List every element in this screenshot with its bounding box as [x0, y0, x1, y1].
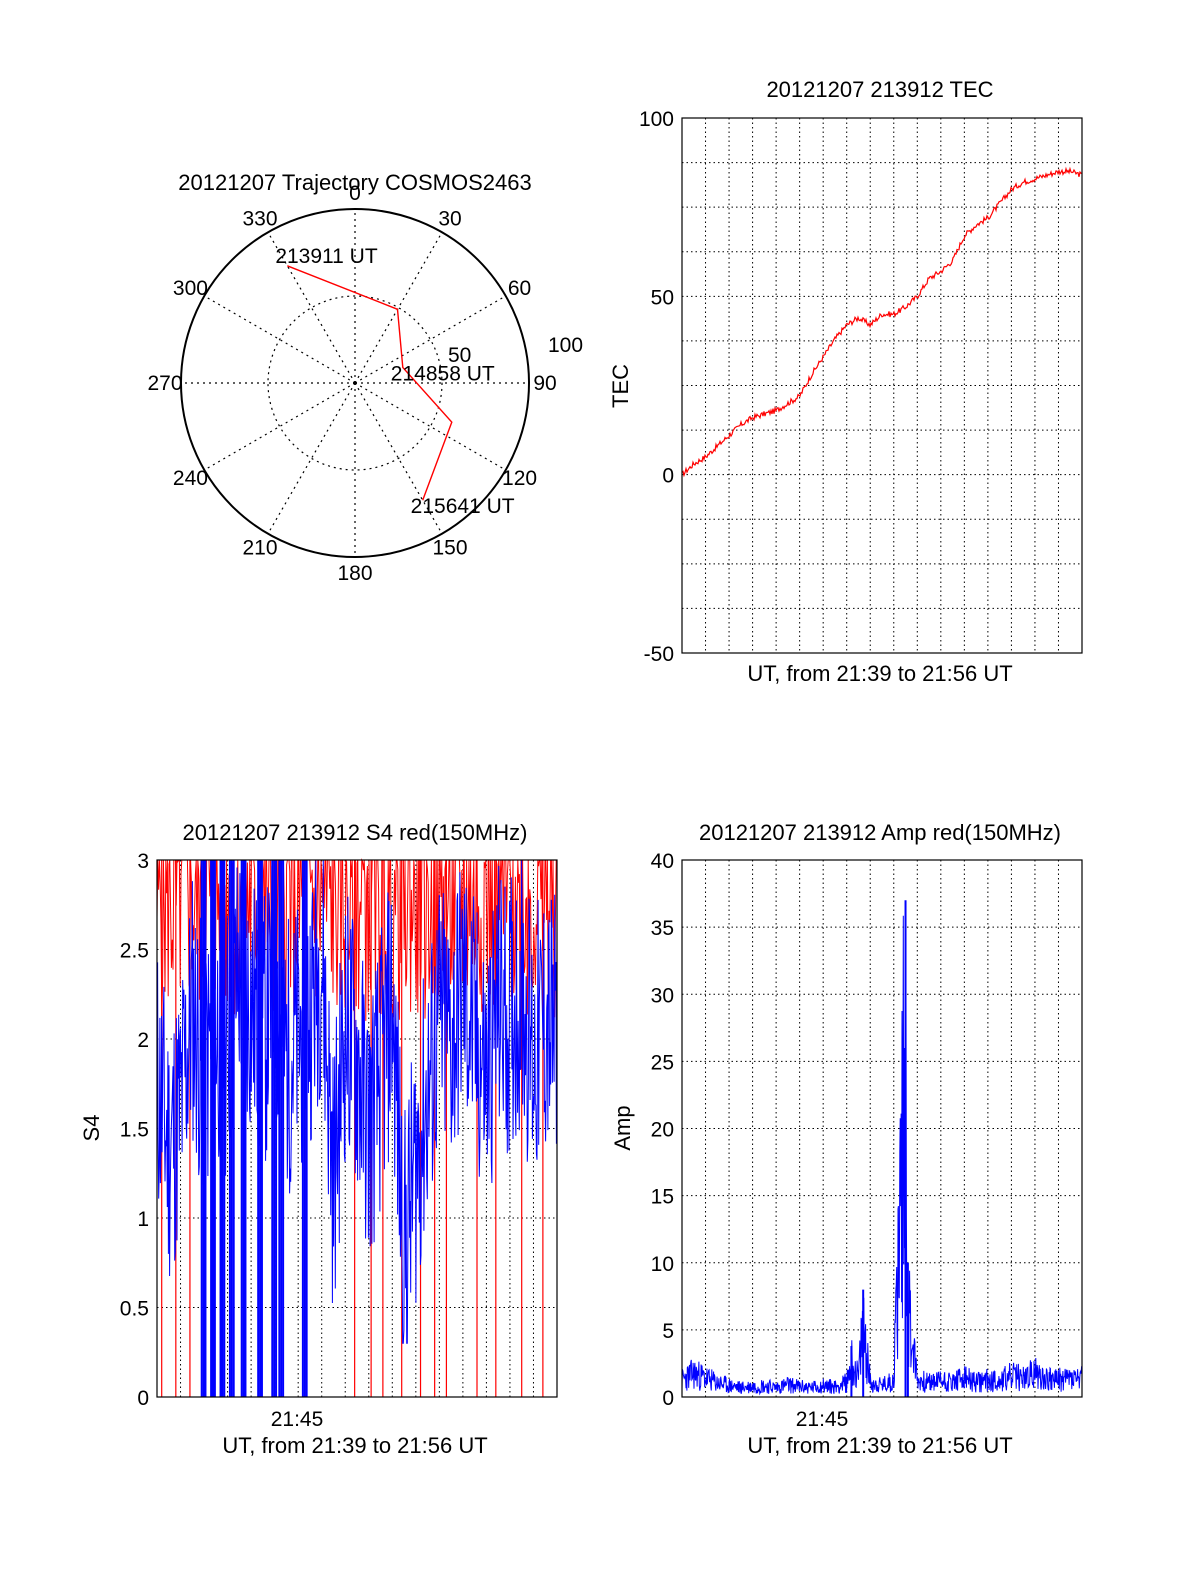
tec-axes-frame: [681, 117, 1083, 654]
polar-spoke-30: [354, 232, 443, 384]
polar-azimuth-label: 90: [533, 372, 556, 395]
amp-line: [681, 915, 1083, 1396]
tec-chart: 20121207 213912 TEC -50 0 50 100 TEC UT, fr…: [608, 77, 1083, 686]
amp-title: 20121207 213912 Amp red(150MHz): [699, 820, 1061, 845]
y-tick-label: -50: [644, 643, 674, 666]
polar-spoke-120: [354, 382, 506, 471]
s4-title: 20121207 213912 S4 red(150MHz): [183, 820, 528, 845]
y-tick-label: 1: [137, 1208, 149, 1231]
tec-series: [681, 166, 1083, 478]
polar-azimuth-label: 30: [438, 207, 461, 230]
tec-title: 20121207 213912 TEC: [766, 77, 993, 102]
y-tick-label: 35: [651, 917, 674, 940]
amp-series: [681, 900, 1083, 1397]
tec-y-axis-label: TEC: [608, 364, 633, 408]
s4-x-tick-2145: 21:45: [271, 1408, 324, 1431]
amp-y-tick-labels: 0 5 10 15 20 25 30 35 40: [651, 850, 674, 1410]
y-tick-label: 1.5: [120, 1119, 149, 1142]
polar-inner-circle: [267, 295, 443, 471]
tec-line: [681, 166, 1083, 478]
polar-spoke-150: [354, 382, 443, 534]
polar-azimuth-label: 0: [349, 182, 361, 205]
polar-spoke-300: [204, 295, 356, 384]
polar-title: 20121207 Trajectory COSMOS2463: [178, 170, 531, 195]
s4-x-axis-label: UT, from 21:39 to 21:56 UT: [222, 1433, 487, 1458]
polar-trajectory-line: [287, 265, 453, 501]
polar-outer-circle: [180, 208, 530, 558]
y-tick-label: 100: [639, 108, 674, 131]
polar-chart: 20121207 Trajectory COSMOS2463 0 30 60 90 12…: [147, 170, 583, 585]
polar-spoke-60: [354, 295, 506, 384]
polar-radial-tick-100: 100: [548, 334, 583, 357]
polar-azimuth-label: 60: [508, 277, 531, 300]
s4-y-axis-label: S4: [79, 1115, 104, 1142]
polar-point-label: 213911 UT: [275, 245, 378, 268]
amp-x-tick-2145: 21:45: [796, 1408, 849, 1431]
y-tick-label: 50: [651, 286, 674, 309]
polar-spoke-240: [204, 382, 356, 471]
amp-y-axis-label: Amp: [610, 1105, 635, 1150]
tec-grid: [682, 118, 1082, 653]
polar-azimuth-label: 240: [173, 467, 208, 490]
y-tick-label: 15: [651, 1186, 674, 1209]
polar-azimuth-label: 180: [337, 562, 372, 585]
polar-azimuth-label: 270: [147, 372, 182, 395]
polar-azimuth-label: 210: [242, 537, 277, 560]
polar-azimuth-label: 330: [242, 207, 277, 230]
y-tick-label: 2.5: [120, 940, 149, 963]
amp-x-axis-label: UT, from 21:39 to 21:56 UT: [747, 1433, 1012, 1458]
amp-axes-frame: [681, 859, 1083, 1398]
polar-grid: [180, 208, 530, 558]
polar-radial-tick-50: 50: [448, 344, 471, 367]
s4-series: [156, 858, 558, 1397]
polar-point-label: 215641 UT: [411, 495, 515, 518]
y-tick-label: 0: [662, 465, 674, 488]
y-tick-label: 30: [651, 984, 674, 1007]
tec-y-tick-labels: -50 0 50 100: [639, 108, 674, 666]
s4-y-tick-labels: 0 0.5 1 1.5 2 2.5 3: [120, 850, 149, 1410]
polar-azimuth-label: 300: [173, 277, 208, 300]
polar-azimuth-labels: 0 30 60 90 120 150 180 210 240 270 300 330: [147, 182, 556, 585]
y-tick-label: 0.5: [120, 1298, 149, 1321]
y-tick-label: 2: [137, 1029, 149, 1052]
s4-axes-frame: [156, 859, 558, 1398]
polar-spoke-210: [267, 382, 356, 534]
y-tick-label: 20: [651, 1119, 674, 1142]
tec-x-axis-label: UT, from 21:39 to 21:56 UT: [747, 661, 1012, 686]
polar-azimuth-label: 120: [502, 467, 537, 490]
polar-trajectory: 213911 UT 214858 UT 215641 UT: [275, 245, 514, 518]
polar-point-label: 214858 UT: [391, 362, 495, 385]
y-tick-label: 3: [137, 850, 149, 873]
y-tick-label: 5: [662, 1320, 674, 1343]
y-tick-label: 40: [651, 850, 674, 873]
amp-chart: 20121207 213912 Amp red(150MHz) 0 5 10 15 20…: [610, 820, 1083, 1458]
amp-grid: [682, 860, 1082, 1397]
y-tick-label: 10: [651, 1253, 674, 1276]
polar-azimuth-label: 150: [432, 537, 467, 560]
polar-spoke-330: [267, 232, 356, 384]
y-tick-label: 0: [137, 1387, 149, 1410]
y-tick-label: 25: [651, 1051, 674, 1074]
y-tick-label: 0: [662, 1387, 674, 1410]
s4-chart: 20121207 213912 S4 red(150MHz) 0 0.5 1 1.5 2…: [79, 820, 558, 1458]
